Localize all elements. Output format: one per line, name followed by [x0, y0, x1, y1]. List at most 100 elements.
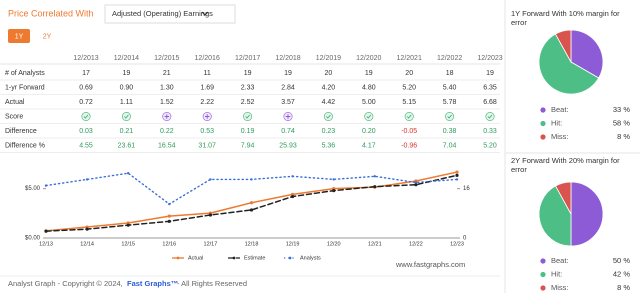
cell: 0.20: [362, 128, 376, 135]
copyright: Analyst Graph - Copyright © 2024,: [8, 279, 123, 288]
cell: 1.52: [160, 99, 174, 106]
cell: 1.30: [160, 84, 174, 91]
series-line: [45, 174, 458, 232]
legend-label: Beat:: [551, 105, 569, 114]
score-glyph: [83, 114, 89, 119]
column-header: 12/2022: [437, 55, 462, 62]
point: [455, 178, 459, 181]
legend-label: Hit:: [551, 118, 562, 127]
cell: 7.94: [241, 142, 255, 149]
legend-label: Beat:: [551, 256, 569, 265]
point: [291, 175, 294, 178]
score-glyph: [326, 114, 331, 119]
dropdown-text: Adjusted (Operating) Earnings: [112, 9, 213, 18]
value-label: 33 %: [613, 105, 630, 114]
point: [168, 202, 171, 206]
cell: 0.72: [79, 99, 93, 106]
dropdown[interactable]: [104, 4, 236, 24]
point: [291, 194, 295, 199]
cell: 6.68: [483, 99, 497, 106]
score-glyph: [164, 114, 169, 119]
y-tick-label: $0.00: [25, 236, 41, 242]
cell: 7.04: [443, 142, 457, 149]
cell: 19: [486, 70, 494, 77]
legend-dot: [540, 120, 546, 127]
point: [455, 170, 459, 174]
cell: 19: [244, 70, 252, 77]
score-icon: [404, 112, 414, 122]
cell: 20: [405, 70, 413, 77]
cell: 17: [82, 70, 90, 77]
point: [167, 219, 171, 223]
site: www.fastgraphs.com: [395, 260, 465, 269]
pie-slice: [555, 181, 572, 215]
x-tick-label: 12/16: [162, 241, 176, 247]
point: [85, 178, 89, 181]
point: [127, 172, 130, 175]
cell: 31.07: [198, 142, 216, 149]
tab[interactable]: [36, 29, 58, 43]
cell: 0.33: [483, 128, 497, 135]
column-header: 12/2014: [114, 55, 139, 62]
point: [373, 185, 377, 189]
x-tick-label: 12/15: [121, 241, 135, 247]
row-label: Actual: [5, 99, 25, 106]
legend-dot: [540, 285, 546, 291]
score-glyph: [487, 114, 493, 119]
cell: 4.55: [79, 142, 93, 149]
score-glyph: [447, 114, 452, 119]
row-label: 1-yr Forward: [5, 84, 45, 91]
column-header: 12/2021: [397, 55, 422, 62]
cell: 5.36: [322, 142, 336, 149]
point: [249, 201, 254, 205]
cell: 5.40: [443, 84, 457, 91]
point: [373, 175, 376, 178]
brand[interactable]: Fast Graphs™: [127, 279, 178, 288]
cell: 0.74: [281, 128, 295, 135]
x-tick-label: 12/20: [327, 241, 341, 247]
column-header: 12/2019: [316, 55, 341, 62]
point: [249, 208, 254, 212]
cell: 0.19: [241, 128, 255, 135]
cell: 0.53: [200, 128, 214, 135]
cell: 19: [284, 70, 292, 77]
legend-dot: [288, 256, 292, 260]
score-icon: [121, 112, 131, 122]
point: [455, 173, 459, 177]
column-header: 12/2023: [477, 55, 502, 62]
score-glyph: [205, 114, 210, 119]
pie-slice: [570, 29, 604, 79]
x-tick-label: 12/19: [286, 241, 300, 247]
cell: 2.33: [241, 84, 255, 91]
legend-label: Miss:: [551, 132, 569, 141]
cell: 21: [163, 70, 171, 77]
y-tick-label: $5.00: [25, 186, 41, 192]
cell: 16.54: [158, 142, 176, 149]
cell: 5.00: [362, 99, 376, 106]
y2-tick-label: 0: [463, 236, 467, 242]
score-icon: [243, 112, 253, 122]
score-glyph: [366, 114, 372, 119]
legend-dot: [540, 271, 546, 278]
correlate-label: Price Correlated With: [8, 8, 94, 18]
point: [44, 229, 48, 233]
row-label: # of Analysts: [5, 70, 45, 77]
column-header: 12/2015: [154, 55, 179, 62]
cell: 0.69: [79, 84, 93, 91]
tab[interactable]: [8, 29, 30, 43]
legend-label: Hit:: [551, 269, 562, 278]
value-label: 50 %: [613, 256, 630, 265]
cell: 5.20: [483, 142, 497, 149]
column-header: 12/2020: [356, 55, 381, 62]
dropdown-arrow: [201, 11, 209, 16]
point: [332, 189, 336, 193]
cell: 11: [204, 70, 211, 77]
point: [250, 178, 253, 181]
score-glyph: [285, 114, 291, 119]
cell: 0.21: [120, 128, 134, 135]
value-label: 58 %: [613, 118, 630, 127]
cell: 25.93: [279, 142, 297, 149]
pie-title: 2Y Forward With 20% margin for error: [511, 156, 620, 174]
cell: 5.15: [402, 99, 416, 106]
